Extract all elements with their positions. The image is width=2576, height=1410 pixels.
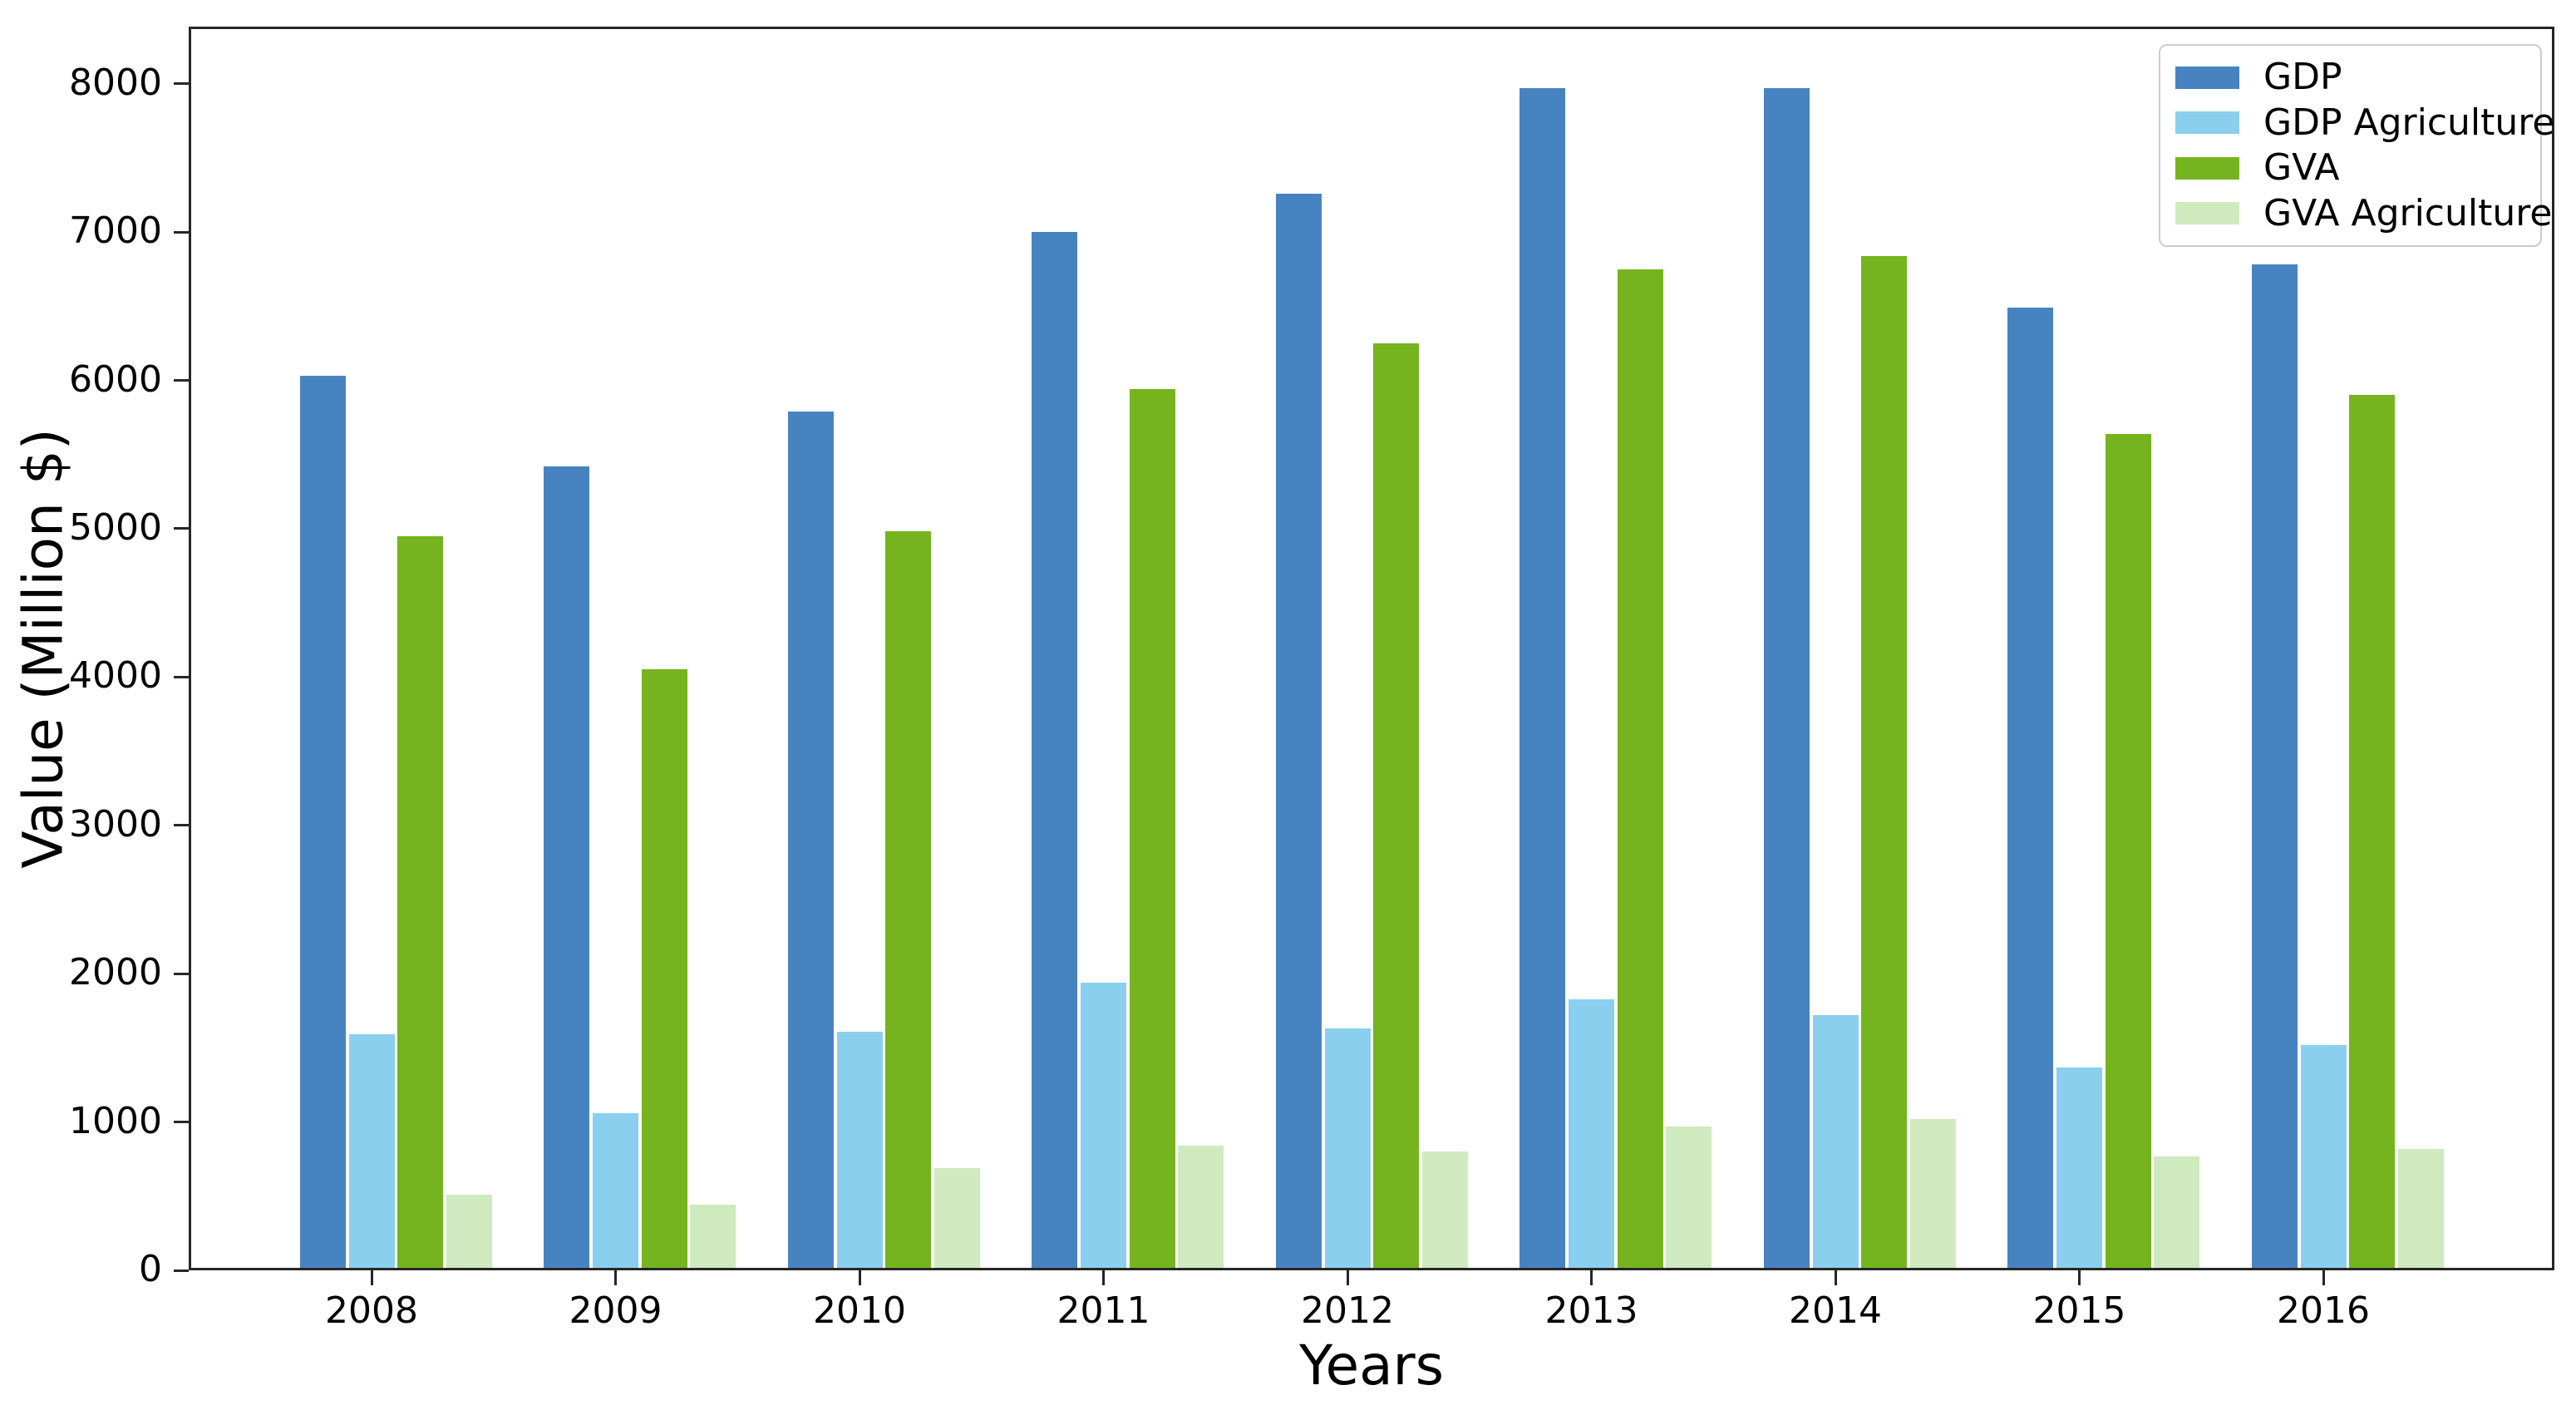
x-tickmark-2009 [614, 1270, 617, 1285]
y-tick-label-2000: 2000 [69, 951, 162, 994]
legend-item-gva: GVA [2175, 150, 2525, 186]
y-tick-label-7000: 7000 [69, 210, 162, 253]
bar-gdp-2014 [1763, 88, 1810, 1270]
x-tickmark-2016 [2322, 1270, 2325, 1285]
x-tick-label-2010: 2010 [813, 1289, 906, 1332]
y-tickmark-6000 [174, 379, 189, 382]
x-tick-label-2014: 2014 [1789, 1289, 1882, 1332]
x-tickmark-2008 [370, 1270, 373, 1285]
x-tick-label-2016: 2016 [2277, 1289, 2370, 1332]
bar-gdp-agriculture-2016 [2300, 1044, 2347, 1270]
legend-swatch-gva-agriculture [2175, 202, 2239, 225]
y-tickmark-1000 [174, 1121, 189, 1124]
x-axis-title: Years [1298, 1334, 1445, 1398]
y-tick-label-3000: 3000 [69, 802, 162, 846]
bar-gva-2009 [641, 669, 687, 1270]
bar-gva-2013 [1617, 269, 1663, 1270]
bar-gdp-2008 [299, 376, 346, 1270]
x-tick-label-2008: 2008 [325, 1289, 418, 1332]
legend-item-gdp: GDP [2175, 59, 2525, 96]
bar-gdp-2010 [787, 411, 834, 1270]
legend-label-gva-agriculture: GVA Agriculture [2263, 191, 2553, 234]
legend-label-gva: GVA [2263, 146, 2340, 190]
bar-gdp-2016 [2251, 264, 2298, 1270]
bar-gdp-agriculture-2012 [1324, 1028, 1371, 1270]
y-tick-label-6000: 6000 [69, 357, 162, 401]
bar-gva-agriculture-2015 [2154, 1156, 2200, 1270]
x-tick-label-2013: 2013 [1544, 1289, 1638, 1332]
x-tickmark-2012 [1346, 1270, 1349, 1285]
legend-swatch-gdp [2175, 66, 2239, 89]
bar-gva-agriculture-2009 [690, 1205, 736, 1270]
y-tick-label-8000: 8000 [69, 61, 162, 104]
x-tickmark-2014 [1834, 1270, 1837, 1285]
legend-item-gdp-agriculture: GDP Agriculture [2175, 104, 2554, 141]
bar-gdp-2011 [1032, 232, 1078, 1270]
x-tickmark-2010 [858, 1270, 861, 1285]
legend-label-gdp-agriculture: GDP Agriculture [2263, 101, 2555, 144]
legend-item-gva-agriculture: GVA Agriculture [2175, 195, 2552, 232]
x-tickmark-2015 [2078, 1270, 2081, 1285]
bar-gva-2008 [397, 535, 444, 1270]
bar-gdp-agriculture-2015 [2056, 1067, 2102, 1270]
y-tickmark-8000 [174, 82, 189, 86]
y-tick-label-0: 0 [139, 1248, 162, 1291]
legend-label-gdp: GDP [2263, 56, 2342, 99]
y-tickmark-4000 [174, 675, 189, 678]
bar-gva-agriculture-2013 [1666, 1126, 1712, 1270]
legend-swatch-gva [2175, 156, 2239, 180]
y-tickmark-5000 [174, 527, 189, 530]
y-tick-label-1000: 1000 [69, 1099, 162, 1142]
bar-gdp-agriculture-2011 [1081, 982, 1126, 1270]
x-tick-label-2012: 2012 [1301, 1289, 1394, 1332]
legend-swatch-gdp-agriculture [2175, 111, 2239, 135]
y-tick-label-4000: 4000 [69, 654, 162, 698]
bar-gdp-2013 [1519, 88, 1566, 1270]
bar-gdp-agriculture-2014 [1812, 1015, 1859, 1270]
bar-gva-2014 [1861, 255, 1908, 1270]
bar-gva-2012 [1373, 343, 1420, 1270]
bar-gdp-agriculture-2010 [836, 1031, 883, 1270]
y-tickmark-7000 [174, 230, 189, 234]
bar-gdp-2009 [544, 466, 590, 1270]
bar-gva-agriculture-2014 [1909, 1119, 1956, 1270]
bar-gdp-2012 [1275, 193, 1322, 1270]
bar-gva-2015 [2105, 433, 2151, 1270]
bar-gva-agriculture-2011 [1178, 1146, 1224, 1270]
x-tick-label-2015: 2015 [2032, 1289, 2126, 1332]
bar-gva-agriculture-2016 [2397, 1148, 2444, 1270]
bar-gdp-agriculture-2013 [1569, 998, 1614, 1270]
y-tick-label-5000: 5000 [69, 506, 162, 550]
bar-gva-agriculture-2010 [933, 1167, 980, 1270]
bar-gva-2016 [2349, 395, 2396, 1270]
x-tickmark-2011 [1102, 1270, 1105, 1285]
y-axis-title: Value (Million $) [11, 428, 76, 869]
bar-gva-2010 [885, 531, 932, 1270]
bar-gdp-agriculture-2008 [348, 1034, 395, 1270]
bar-gva-agriculture-2012 [1421, 1151, 1468, 1270]
y-tickmark-3000 [174, 824, 189, 827]
bar-gdp-2015 [2007, 308, 2054, 1270]
x-tickmark-2013 [1590, 1270, 1593, 1285]
bar-gva-2011 [1129, 389, 1175, 1270]
y-tickmark-2000 [174, 972, 189, 975]
legend: GDP GDP Agriculture GVA GVA Agriculture [2159, 44, 2554, 247]
bar-gva-agriculture-2008 [446, 1195, 492, 1270]
x-tick-label-2011: 2011 [1057, 1289, 1150, 1332]
x-tick-label-2009: 2009 [569, 1289, 662, 1332]
y-tickmark-0 [174, 1269, 189, 1272]
bar-gdp-agriculture-2009 [593, 1112, 638, 1270]
